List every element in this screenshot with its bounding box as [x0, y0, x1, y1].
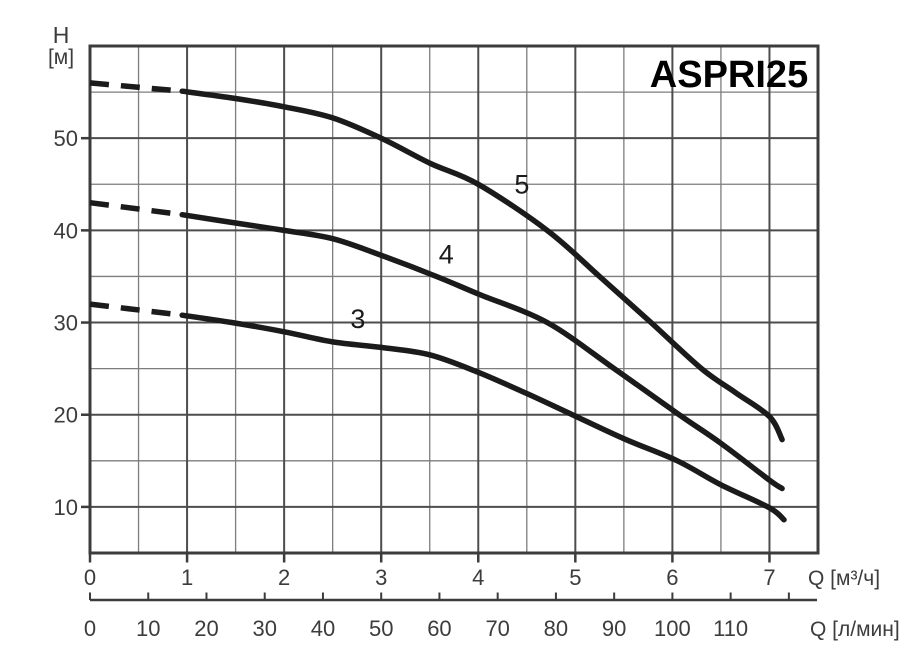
secondary-axis-tick-label: 100 — [654, 616, 691, 641]
x-axis-tick-label: 0 — [84, 565, 96, 590]
curve-label-3: 3 — [350, 304, 365, 334]
x-axis-tick-label: 1 — [181, 565, 193, 590]
chart-title: ASPRI25 — [650, 54, 808, 96]
curve-layer: 5 4 3 — [89, 80, 787, 523]
curve-3-dashed-segment — [89, 301, 183, 318]
secondary-axis-tick-label: 30 — [252, 616, 276, 641]
curve-3 — [179, 312, 787, 523]
x-axis-tick-label: 6 — [666, 565, 678, 590]
curve-label-4: 4 — [439, 239, 454, 269]
y-axis-tick-label: 20 — [54, 403, 78, 428]
x-axis-tick-label: 5 — [569, 565, 581, 590]
y-axis-tick-label: 30 — [54, 311, 78, 336]
grid-layer — [81, 44, 820, 602]
curve-4-dashed-segment — [89, 199, 183, 218]
secondary-axis-tick-label: 20 — [194, 616, 218, 641]
x-axis-tick-label: 7 — [763, 565, 775, 590]
curve-4 — [179, 211, 785, 492]
curve-5-dashed-segment — [89, 80, 183, 94]
y-axis-tick-label: 10 — [54, 495, 78, 520]
secondary-axis-tick-label: 60 — [427, 616, 451, 641]
secondary-axis-tick-label: 10 — [136, 616, 160, 641]
secondary-axis-tick-label: 90 — [602, 616, 626, 641]
y-axis-unit: [м] — [48, 46, 74, 69]
secondary-axis-tick-label: 70 — [485, 616, 509, 641]
x-axis-secondary-unit: Q [л/мин] — [810, 618, 900, 641]
secondary-axis-tick-label: 0 — [84, 616, 96, 641]
x-axis-tick-label: 3 — [375, 565, 387, 590]
plot-border — [88, 44, 820, 555]
y-axis-tick-label: 50 — [54, 126, 78, 151]
x-axis-primary-unit: Q [м³/ч] — [808, 567, 880, 590]
secondary-axis-tick-label: 80 — [544, 616, 568, 641]
x-axis-tick-label: 2 — [278, 565, 290, 590]
x-axis-tick-label: 4 — [472, 565, 484, 590]
curve-label-5: 5 — [514, 169, 529, 199]
secondary-axis-tick-label: 110 — [713, 616, 748, 641]
secondary-axis-tick-label: 50 — [369, 616, 393, 641]
curve-5 — [179, 88, 785, 443]
y-axis-tick-label: 40 — [54, 218, 78, 243]
y-axis-name: H — [53, 22, 70, 48]
secondary-axis-tick-label: 40 — [311, 616, 335, 641]
